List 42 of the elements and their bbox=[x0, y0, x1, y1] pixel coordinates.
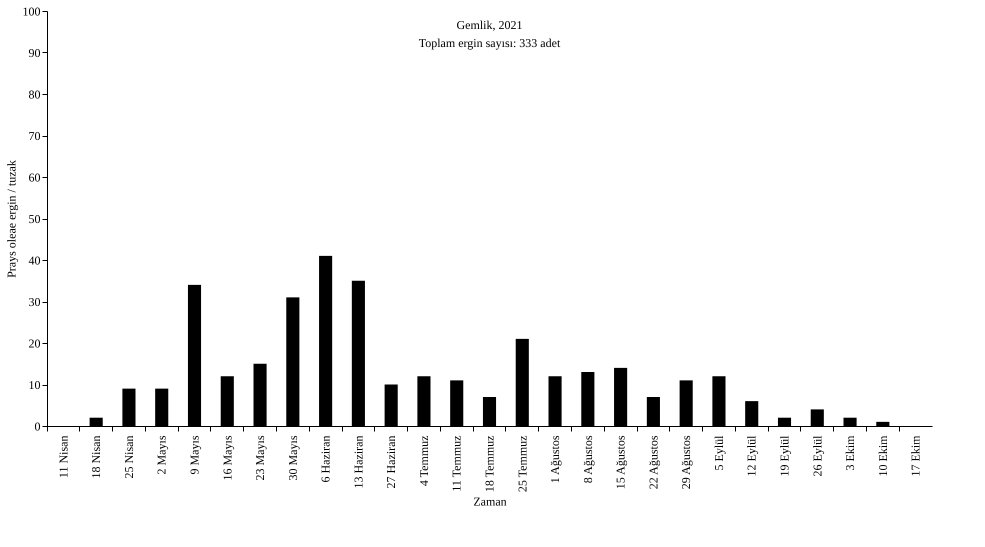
x-tick-label: 9 Mayıs bbox=[188, 435, 202, 474]
y-tick-label: 30 bbox=[28, 295, 40, 309]
x-tick-label: 5 Eylül bbox=[712, 434, 726, 470]
x-tick-label: 3 Ekim bbox=[843, 434, 858, 470]
x-tick-label: 16 Mayıs bbox=[220, 435, 234, 480]
y-axis-title: Prays oleae ergin / tuzak bbox=[4, 160, 18, 278]
y-tick-label: 70 bbox=[28, 129, 40, 143]
x-tick-label: 18 Nisan bbox=[89, 436, 104, 478]
x-tick-label: 27 Haziran bbox=[384, 436, 398, 488]
x-tick-label: 12 Eylül bbox=[744, 434, 759, 476]
text: Toplam ergin sayısı: 333 adet bbox=[418, 36, 561, 50]
x-tick-label: 8 Ağustos bbox=[580, 435, 595, 484]
x-axis-title: Zaman bbox=[473, 494, 507, 508]
x-tick-label: 1 Ağustos bbox=[548, 435, 562, 484]
x-tick-label: 30 Mayıs bbox=[286, 435, 300, 480]
x-tick-label: 25 Temmuz bbox=[515, 436, 530, 492]
y-tick-label: 20 bbox=[28, 336, 40, 350]
x-tick-label: 23 Mayıs bbox=[253, 435, 268, 480]
text: Gemlik, 2021 bbox=[456, 18, 522, 32]
y-tick-label: 10 bbox=[28, 378, 40, 392]
x-tick-label: 17 Ekim bbox=[908, 434, 923, 476]
x-tick-label: 11 Temmuz bbox=[450, 436, 464, 492]
x-tick-label: 2 Mayıs bbox=[154, 435, 169, 474]
y-tick-label: 80 bbox=[28, 88, 40, 102]
x-tick-label: 15 Ağustos bbox=[614, 435, 628, 490]
x-tick-label: 10 Ekim bbox=[876, 434, 890, 476]
y-tick-label: 50 bbox=[28, 212, 40, 226]
y-tick-label: 60 bbox=[28, 170, 40, 184]
x-tick-label: 4 Temmuz bbox=[416, 436, 431, 486]
x-tick-label: 19 Eylül bbox=[778, 434, 792, 476]
x-tick-label: 13 Haziran bbox=[351, 436, 366, 488]
y-tick-label: 100 bbox=[22, 4, 40, 18]
y-tick-label: 90 bbox=[28, 46, 40, 60]
y-tick-label: 0 bbox=[34, 420, 40, 434]
x-tick-label: 26 Eylül bbox=[810, 434, 824, 476]
x-tick-label: 29 Ağustos bbox=[679, 435, 694, 490]
x-tick-label: 11 Nisan bbox=[56, 436, 70, 478]
x-tick-label: 18 Temmuz bbox=[482, 436, 496, 492]
y-tick-label: 40 bbox=[28, 254, 40, 268]
x-tick-label: 22 Ağustos bbox=[646, 435, 660, 490]
x-tick-label: 6 Haziran bbox=[318, 436, 333, 482]
x-tick-label: 25 Nisan bbox=[122, 436, 136, 478]
